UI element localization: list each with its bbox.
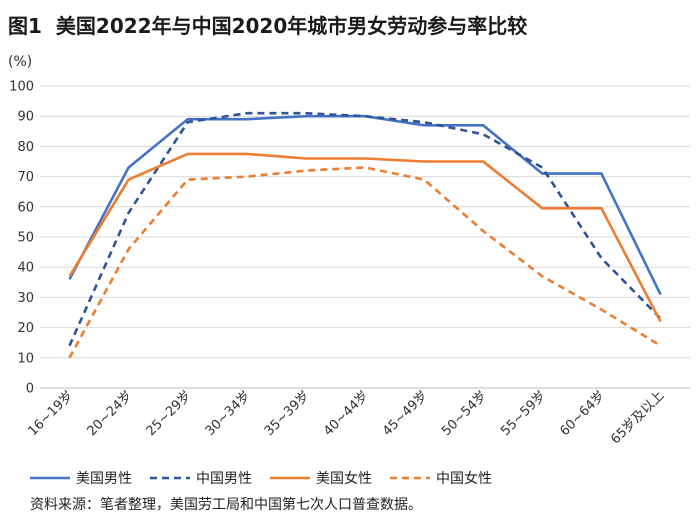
x-tick-label: 35~39岁 (262, 388, 313, 439)
series-line-1 (68, 114, 662, 295)
x-axis-ticks: 16~19岁 20~24岁 25~29岁 30~34岁 35~39岁 40~44岁 45~4… (25, 388, 667, 447)
legend-label: 美国男性 (76, 471, 132, 487)
y-tick-label: 100 (9, 80, 34, 95)
legend: 美国男性 中国男性 美国女性 中国女性 (30, 468, 492, 488)
x-tick-label: 50~54岁 (439, 388, 490, 439)
legend-label: 美国女性 (316, 471, 372, 487)
series-line-2 (68, 111, 662, 347)
y-tick-label: 70 (17, 170, 34, 185)
source-note: 资料来源：笔者整理，美国劳工局和中国第七次人口普查数据。 (30, 497, 422, 513)
title-text: 美国2022年与中国2020年城市男女劳动参与率比较 (55, 14, 528, 38)
legend-swatch (390, 476, 430, 480)
x-tick-label: 60~64岁 (557, 388, 608, 439)
x-tick-label: 25~29岁 (144, 388, 195, 439)
y-tick-label: 90 (17, 110, 34, 125)
x-tick-label: 20~24岁 (85, 388, 136, 439)
y-axis-ticks: 0 10 20 30 40 50 60 70 80 90 100 (9, 80, 34, 397)
y-tick-label: 30 (17, 291, 34, 306)
gridlines (40, 85, 690, 389)
legend-item-1: 美国男性 (30, 468, 132, 488)
chart-title: 图1 美国2022年与中国2020年城市男女劳动参与率比较 (8, 10, 527, 39)
x-tick-label: 45~49岁 (380, 388, 431, 439)
y-tick-label: 60 (17, 200, 34, 215)
y-tick-label: 80 (17, 140, 34, 155)
figure-label: 图1 (8, 14, 42, 38)
legend-item-4: 中国女性 (390, 468, 492, 488)
x-tick-label: 30~34岁 (203, 388, 254, 439)
x-tick-label: 65岁及以上 (608, 388, 667, 447)
series-lines (68, 111, 662, 359)
series-line-4 (68, 166, 662, 359)
legend-item-2: 中国男性 (150, 468, 252, 488)
y-tick-label: 50 (17, 231, 34, 246)
line-chart: 0 10 20 30 40 50 60 70 80 90 100 16~19岁 20~24岁 25~29… (9, 80, 690, 447)
legend-item-3: 美国女性 (270, 468, 372, 488)
legend-swatch (30, 476, 70, 480)
legend-label: 中国男性 (196, 471, 252, 487)
series-line-3 (68, 152, 662, 323)
y-tick-label: 10 (17, 351, 34, 366)
legend-label: 中国女性 (436, 471, 492, 487)
x-tick-label: 55~59岁 (498, 388, 549, 439)
y-axis-label: (%) (8, 54, 33, 70)
y-tick-label: 20 (17, 321, 34, 336)
y-tick-label: 0 (26, 382, 34, 397)
legend-swatch (150, 476, 190, 480)
legend-swatch (270, 476, 310, 480)
y-tick-label: 40 (17, 261, 34, 276)
x-tick-label: 40~44岁 (321, 388, 372, 439)
